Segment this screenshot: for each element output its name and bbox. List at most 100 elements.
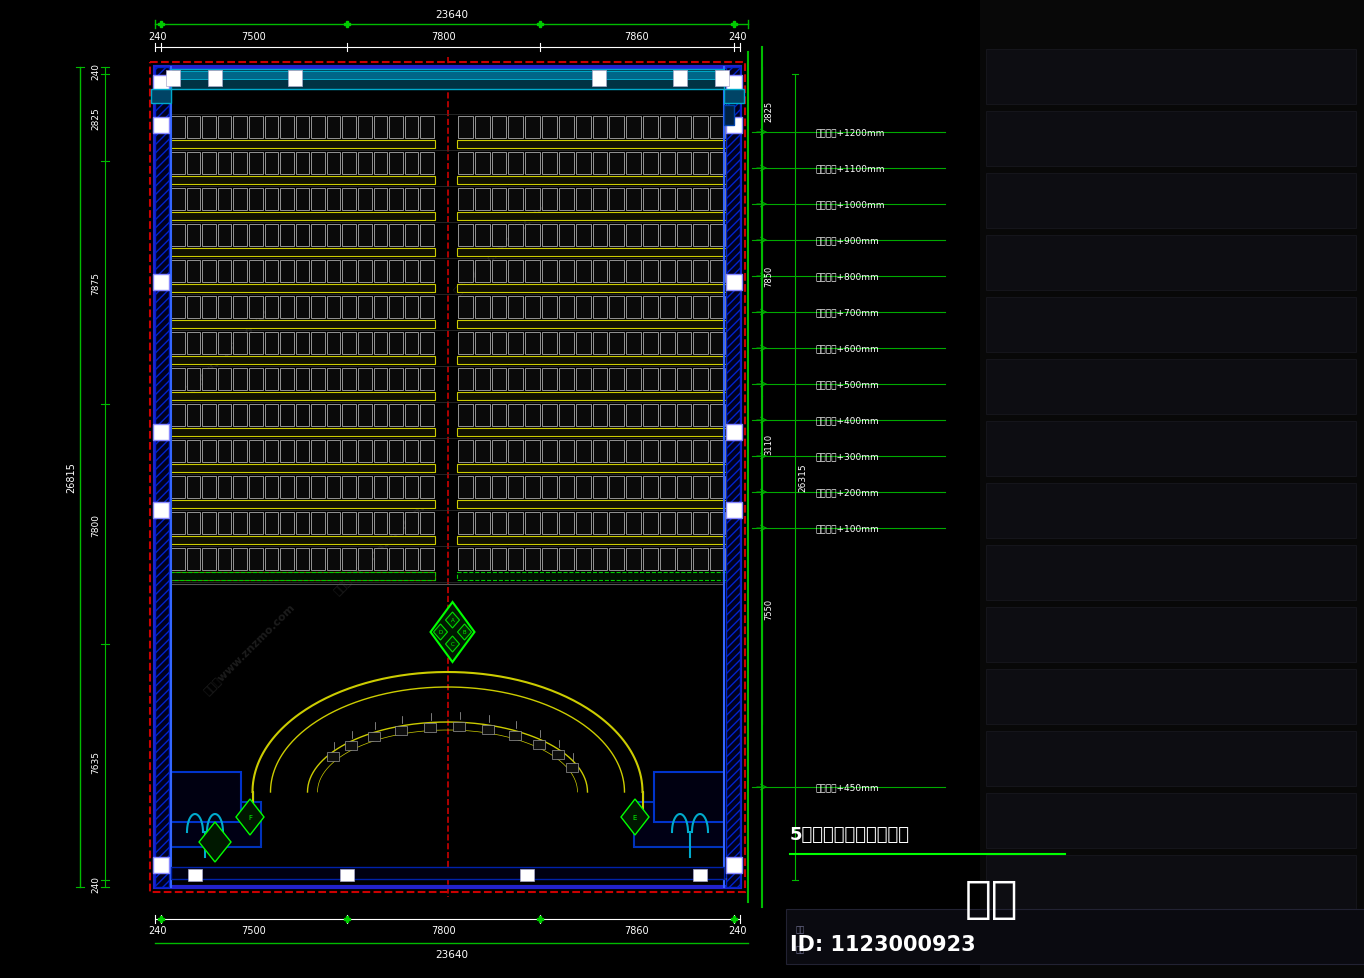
Bar	[187, 549, 201, 570]
Bar	[170, 225, 184, 246]
Bar	[359, 153, 371, 175]
Text: 7550: 7550	[764, 598, 773, 619]
Bar	[389, 512, 402, 534]
Bar	[726, 424, 742, 440]
Text: 知末网www.znzmo.com: 知末网www.znzmo.com	[453, 202, 547, 297]
Bar	[626, 405, 641, 426]
Text: 地面抬高+1100mm: 地面抬高+1100mm	[816, 164, 884, 173]
Bar	[525, 549, 540, 570]
Bar	[986, 483, 1356, 539]
Bar	[420, 117, 434, 139]
Bar	[576, 117, 591, 139]
Bar	[250, 261, 262, 283]
Bar	[711, 440, 726, 463]
Bar	[187, 512, 201, 534]
Bar	[374, 261, 387, 283]
Bar	[389, 117, 402, 139]
Bar	[626, 296, 641, 319]
Bar	[559, 369, 574, 390]
Bar	[660, 333, 675, 355]
Bar	[660, 440, 675, 463]
Bar	[559, 225, 574, 246]
Text: 地面抬高+1000mm: 地面抬高+1000mm	[816, 200, 884, 209]
Bar	[642, 369, 657, 390]
Bar	[389, 440, 402, 463]
Bar	[693, 117, 708, 139]
Bar	[491, 333, 506, 355]
Bar	[660, 153, 675, 175]
Polygon shape	[457, 624, 472, 641]
Bar	[693, 369, 708, 390]
Bar	[389, 225, 402, 246]
Bar	[457, 537, 726, 545]
Bar	[726, 118, 742, 134]
Bar	[576, 225, 591, 246]
Bar	[187, 405, 201, 426]
Bar	[280, 189, 293, 211]
Bar	[475, 117, 490, 139]
Bar	[986, 607, 1356, 662]
Bar	[170, 117, 184, 139]
Bar	[150, 63, 745, 892]
Bar	[457, 501, 726, 509]
Bar	[153, 503, 169, 518]
Bar	[509, 117, 524, 139]
Bar	[405, 117, 419, 139]
Bar	[525, 153, 540, 175]
Bar	[202, 512, 216, 534]
Bar	[626, 549, 641, 570]
Bar	[296, 512, 310, 534]
Bar	[359, 225, 371, 246]
Bar	[187, 153, 201, 175]
Polygon shape	[621, 799, 649, 835]
Bar	[218, 440, 232, 463]
Bar	[525, 189, 540, 211]
Bar	[986, 422, 1356, 476]
Bar	[693, 512, 708, 534]
Bar	[420, 549, 434, 570]
Bar	[724, 106, 734, 126]
Bar	[693, 296, 708, 319]
Bar	[677, 261, 692, 283]
Polygon shape	[431, 602, 475, 662]
Bar	[170, 465, 435, 472]
Bar	[218, 549, 232, 570]
Bar	[576, 512, 591, 534]
Bar	[170, 177, 435, 185]
Bar	[188, 869, 202, 881]
Bar	[218, 405, 232, 426]
Bar	[218, 261, 232, 283]
Text: 知末: 知末	[964, 877, 1019, 920]
Bar	[374, 296, 387, 319]
Bar	[405, 296, 419, 319]
Bar	[280, 225, 293, 246]
Bar	[457, 392, 726, 401]
Text: 7500: 7500	[241, 925, 266, 935]
Bar	[660, 476, 675, 499]
Bar	[359, 405, 371, 426]
Bar	[265, 549, 278, 570]
Bar	[509, 296, 524, 319]
Bar	[677, 549, 692, 570]
Bar	[250, 549, 262, 570]
Bar	[327, 296, 341, 319]
Bar	[327, 405, 341, 426]
Bar	[233, 440, 247, 463]
Bar	[642, 153, 657, 175]
Bar	[170, 572, 435, 580]
Bar	[280, 296, 293, 319]
Text: B: B	[462, 630, 466, 635]
Bar	[509, 189, 524, 211]
Polygon shape	[446, 612, 460, 628]
Bar	[202, 440, 216, 463]
Bar	[405, 405, 419, 426]
Bar	[342, 261, 356, 283]
Bar	[491, 549, 506, 570]
Bar	[525, 225, 540, 246]
Bar	[642, 117, 657, 139]
Bar	[610, 296, 625, 319]
Text: 240: 240	[149, 925, 168, 935]
Bar	[359, 189, 371, 211]
Bar	[405, 333, 419, 355]
Bar	[642, 333, 657, 355]
